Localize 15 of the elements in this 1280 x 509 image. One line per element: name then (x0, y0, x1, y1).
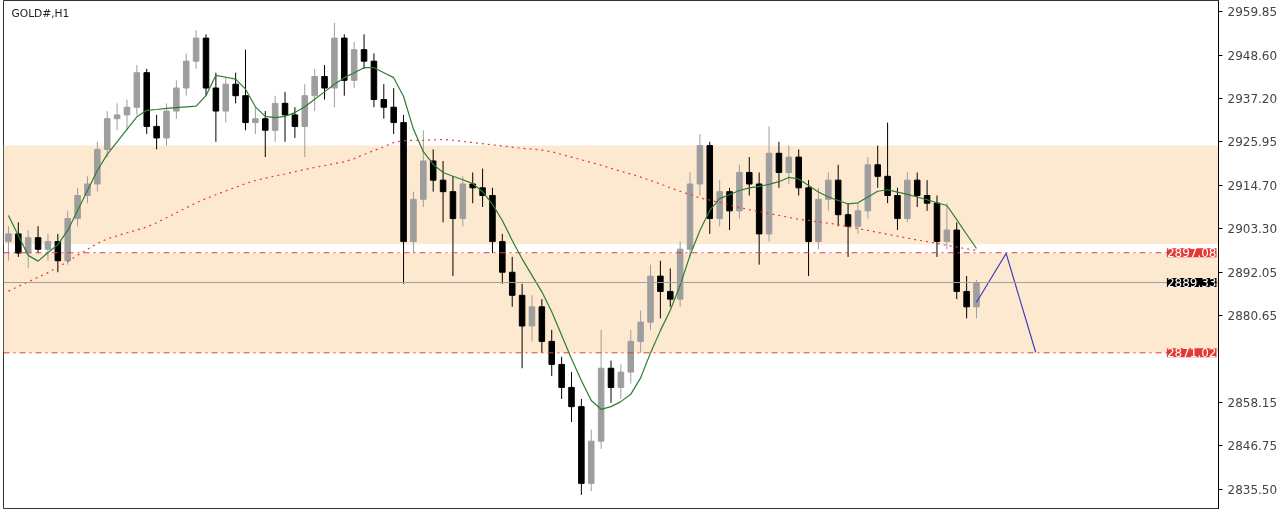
ref-line-label: 2897.08 (1166, 246, 1217, 261)
ref-line-label: 2889.33 (1166, 276, 1217, 291)
y-tick-label: 2925.95 (1227, 135, 1278, 150)
y-tick-label: 2846.75 (1227, 439, 1278, 454)
y-tick-label: 2835.50 (1227, 482, 1278, 497)
y-tick-label: 2959.85 (1227, 5, 1278, 20)
y-tick-label: 2892.05 (1227, 265, 1278, 280)
y-tick-label: 2914.70 (1227, 178, 1278, 193)
y-tick-label: 2948.60 (1227, 48, 1278, 63)
y-tick-label: 2880.65 (1227, 309, 1278, 324)
text: GOLD#,H1 (11, 6, 70, 20)
y-tick-label: 2937.20 (1227, 92, 1278, 107)
y-tick-label: 2858.15 (1227, 395, 1278, 410)
ref-line-label: 2871.02 (1166, 346, 1217, 361)
y-tick-label: 2903.30 (1227, 222, 1278, 237)
